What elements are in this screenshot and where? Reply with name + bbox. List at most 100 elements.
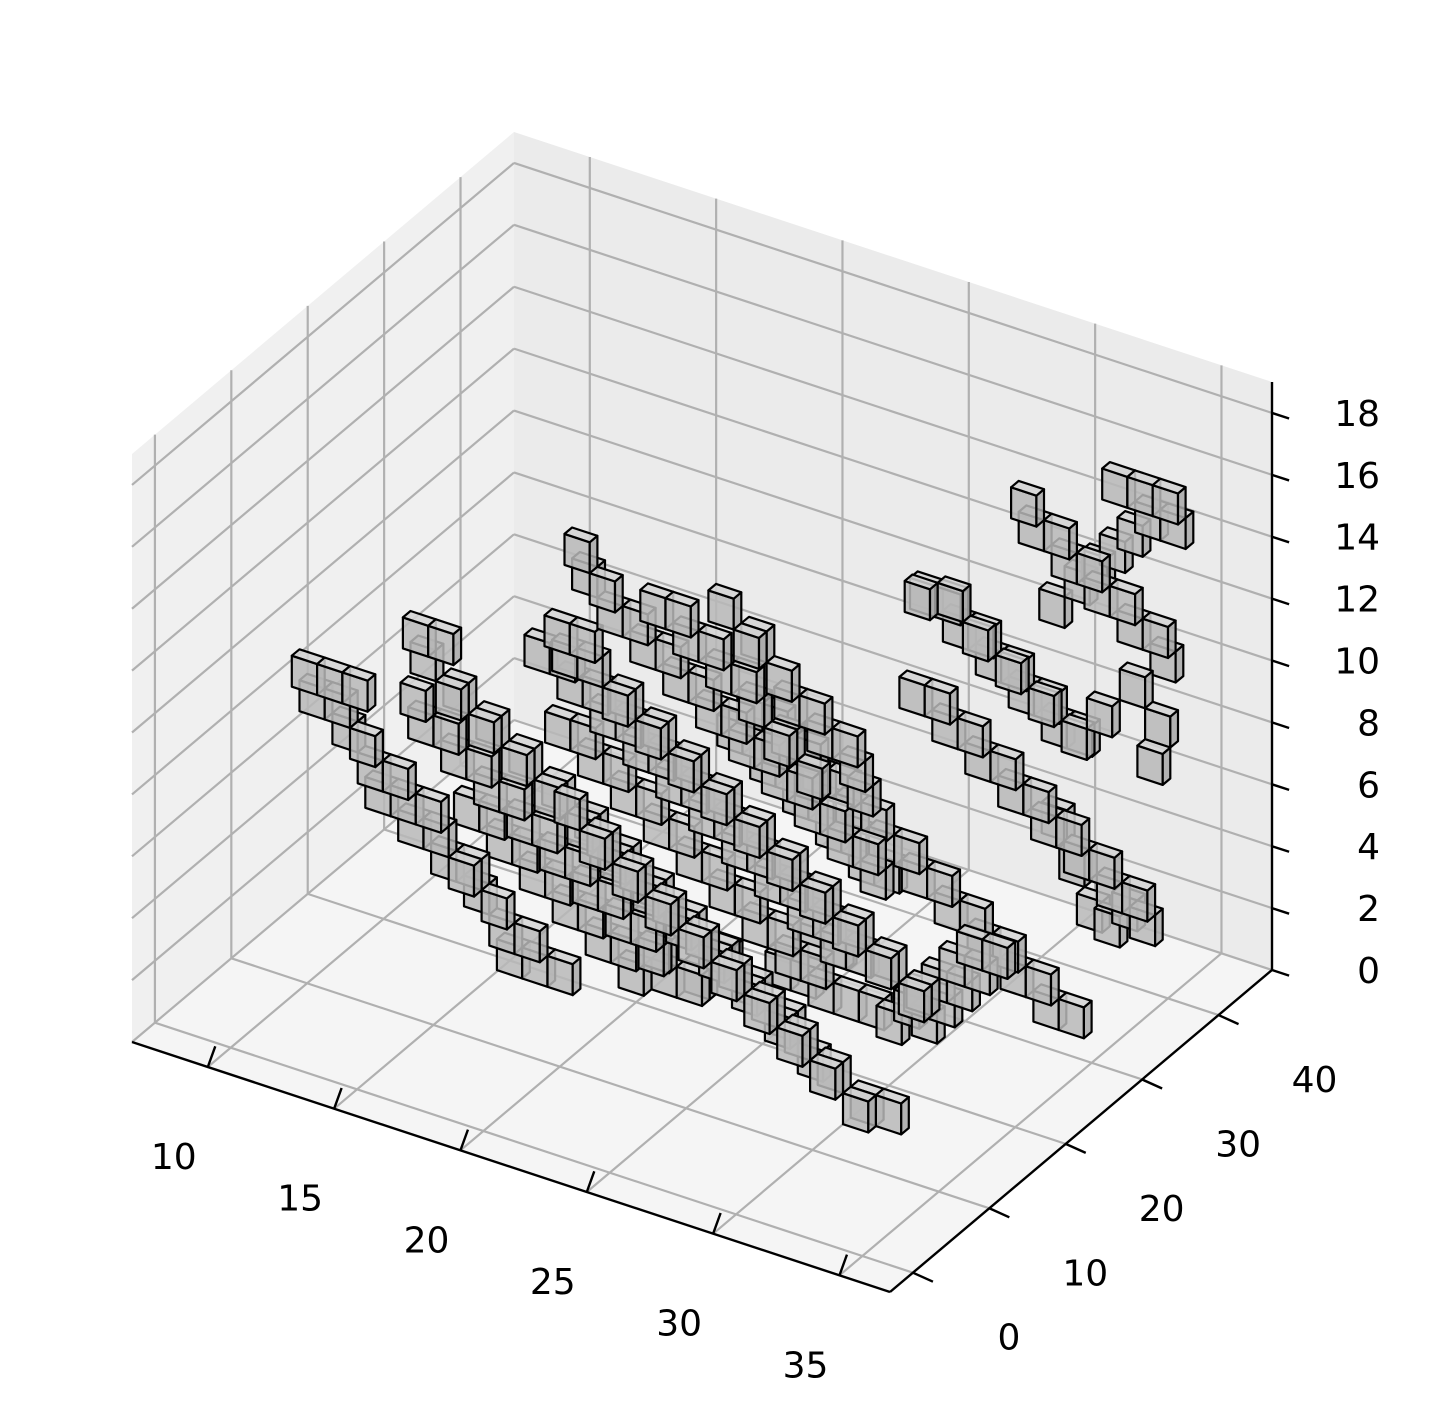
voxel-face-top (956, 710, 992, 728)
voxel-face-top (763, 720, 799, 738)
voxel-face-top (1118, 661, 1154, 679)
z-tick-mark (1271, 473, 1290, 482)
voxel-face-top (798, 876, 835, 894)
voxel (903, 573, 939, 622)
grid-line-z (131, 347, 515, 672)
voxel-face-top (348, 720, 384, 738)
voxel-face-top (1057, 991, 1093, 1009)
voxel-face-top (961, 614, 997, 632)
voxel (500, 739, 536, 788)
voxel-face-top (989, 743, 1025, 761)
voxel-face-top (563, 526, 599, 544)
z-tick-label: 2 (1357, 889, 1380, 930)
voxel (700, 778, 736, 827)
voxel (925, 860, 962, 909)
z-tick-label: 6 (1357, 765, 1380, 806)
voxel-face-top (808, 1052, 845, 1070)
voxel-face-top (1009, 479, 1046, 497)
voxel (732, 622, 768, 671)
voxel-face-top (1085, 690, 1121, 708)
voxel-face-top (1027, 680, 1063, 698)
voxel (994, 647, 1030, 696)
voxel-face-top (1022, 776, 1058, 794)
grid-line-z (513, 161, 1273, 414)
voxel-face-top (707, 582, 743, 600)
voxel-face-top (611, 855, 647, 873)
voxel (776, 1019, 812, 1068)
voxel-face-top (697, 623, 733, 641)
voxel (664, 590, 700, 639)
voxel-face-top (981, 932, 1017, 950)
voxel-face-top (513, 915, 549, 933)
voxel (427, 618, 463, 667)
voxel (710, 954, 746, 1003)
voxel (897, 975, 933, 1024)
voxel-face-top (851, 828, 888, 846)
voxel-face-top (414, 785, 450, 804)
y-tick-label: 0 (997, 1318, 1020, 1359)
voxel (763, 720, 799, 769)
voxel-face-top (766, 844, 802, 862)
axis-lines (131, 382, 1274, 1294)
voxel-face-top (857, 983, 893, 1001)
voxel (1024, 958, 1060, 1007)
voxel (1141, 611, 1177, 660)
y-tick-mark (1141, 1078, 1163, 1090)
z-tick-mark (1271, 783, 1290, 792)
voxel-face-top (798, 687, 834, 705)
voxel (1118, 661, 1154, 710)
voxel-series (290, 461, 1195, 1136)
y-axis-line (889, 969, 1273, 1293)
voxel-face-top (1024, 958, 1060, 976)
voxel (414, 785, 450, 834)
voxel-face-top (399, 675, 435, 693)
voxel (677, 921, 713, 970)
voxel (578, 822, 614, 871)
y-tick-mark (988, 1207, 1010, 1219)
voxel (434, 673, 470, 722)
voxel-face-top (500, 739, 536, 757)
voxel (601, 679, 637, 728)
voxel-face-top (1108, 578, 1144, 596)
grid-line-y (383, 828, 1143, 1081)
voxel-face-top (467, 706, 503, 724)
z-tick-mark (1271, 721, 1290, 730)
voxel (892, 827, 929, 876)
voxel (981, 932, 1017, 981)
z-tick-mark (1271, 968, 1290, 977)
y-tick-mark (912, 1271, 934, 1283)
voxel (851, 828, 888, 877)
voxel (956, 710, 992, 759)
z-tick-label: 8 (1357, 703, 1380, 744)
voxel-face-top (634, 712, 670, 730)
voxel (808, 1052, 845, 1101)
voxel-face-top (831, 720, 867, 738)
z-tick-mark (1271, 597, 1290, 606)
voxel (588, 565, 624, 614)
voxel-face-top (1151, 477, 1187, 495)
voxel-face-top (447, 849, 483, 867)
voxel (1027, 680, 1063, 729)
x-tick-mark (459, 1129, 470, 1151)
voxel (707, 582, 743, 631)
voxel-face-top (958, 892, 995, 910)
z-tick-label: 0 (1357, 951, 1380, 992)
voxel-face-top (903, 573, 939, 591)
voxel-face-top (776, 1019, 812, 1038)
voxel (864, 942, 900, 991)
voxel (765, 654, 801, 703)
voxel-face-top (677, 921, 713, 939)
x-axis-ticks: 10 15 20 25 30 35 (151, 1045, 849, 1386)
grid-line-y (230, 957, 990, 1210)
voxel (513, 915, 549, 964)
voxel (546, 948, 582, 997)
voxel-face-top (664, 590, 700, 608)
voxel (1151, 477, 1187, 526)
y-tick-label: 20 (1139, 1189, 1185, 1230)
y-axis-ticks: 0 10 20 30 40 (912, 1013, 1337, 1359)
voxel-face-top (578, 822, 614, 840)
voxel (634, 712, 670, 761)
voxel (874, 1087, 910, 1136)
y-tick-label: 30 (1215, 1125, 1261, 1166)
y-tick-mark (1218, 1013, 1240, 1026)
